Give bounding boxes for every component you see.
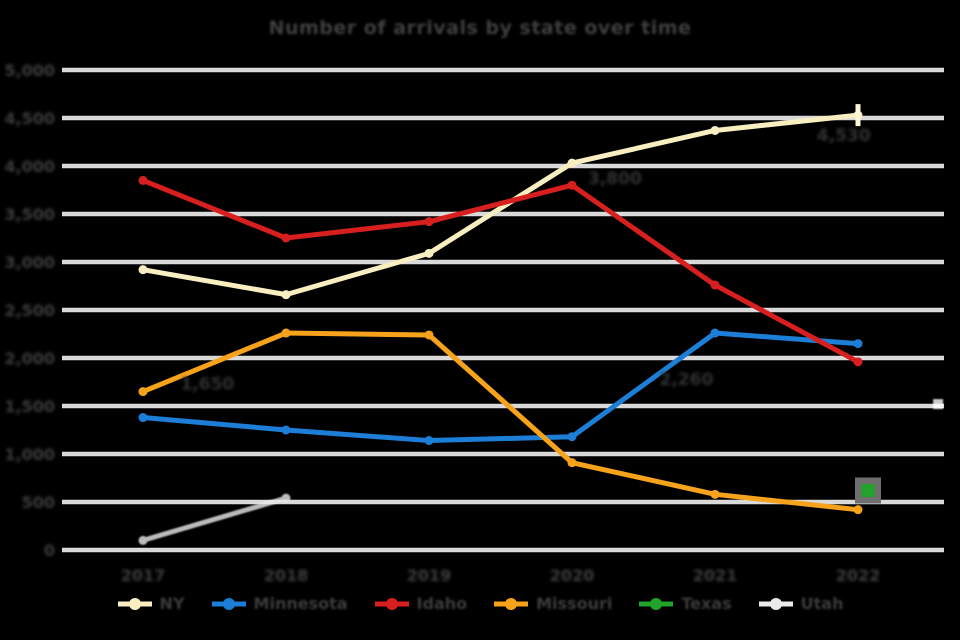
y-tick-label: 2,500 xyxy=(4,301,55,320)
point-marker xyxy=(138,535,148,545)
legend-item-texas[interactable]: Texas xyxy=(638,594,732,613)
legend-item-idaho[interactable]: Idaho xyxy=(374,594,468,613)
legend-label-texas: Texas xyxy=(681,594,732,613)
legend-item-minnesota[interactable]: Minnesota xyxy=(211,594,348,613)
x-tick-label: 2021 xyxy=(693,566,738,585)
annotation-label: 2,260 xyxy=(660,370,714,390)
point-marker xyxy=(281,425,291,435)
point-marker xyxy=(138,387,148,397)
point-marker xyxy=(853,339,863,349)
y-tick-label: 0 xyxy=(44,541,55,560)
point-marker xyxy=(138,265,148,275)
point-marker xyxy=(853,357,863,367)
end-tick-marker xyxy=(855,104,861,127)
x-tick-label: 2018 xyxy=(264,566,309,585)
legend-label-missouri: Missouri xyxy=(536,594,613,613)
chart-legend: NY Minnesota Idaho Missouri Texas Utah xyxy=(0,594,960,613)
series-line-missouri xyxy=(140,330,861,513)
y-tick-label: 1,000 xyxy=(4,445,55,464)
series-line-ny xyxy=(140,112,861,298)
point-marker xyxy=(281,290,291,300)
point-marker xyxy=(138,175,148,185)
chart-title: Number of arrivals by state over time xyxy=(268,17,692,39)
legend-marker-utah xyxy=(758,597,793,610)
legend-marker-idaho xyxy=(374,597,409,610)
series-utah xyxy=(138,399,944,545)
point-marker xyxy=(424,330,434,340)
legend-label-ny: NY xyxy=(159,594,185,613)
x-axis-labels: 2017 2018 2019 2020 2021 2022 xyxy=(121,566,881,585)
legend-label-utah: Utah xyxy=(800,594,844,613)
y-tick-label: 3,500 xyxy=(4,205,55,224)
series-line-utah xyxy=(140,495,289,543)
legend-marker-texas xyxy=(639,597,674,610)
y-tick-label: 3,000 xyxy=(4,253,55,272)
point-marker xyxy=(567,432,577,442)
annotation-label: 4,530 xyxy=(817,126,871,146)
point-marker xyxy=(710,489,720,499)
point-marker xyxy=(861,483,875,497)
series-lines xyxy=(138,104,944,545)
legend-item-utah[interactable]: Utah xyxy=(758,594,844,613)
point-marker xyxy=(281,233,291,243)
point-marker xyxy=(710,328,720,338)
legend-item-ny[interactable]: NY xyxy=(117,594,185,613)
series-idaho xyxy=(138,175,863,367)
point-marker xyxy=(424,248,434,258)
y-tick-label: 4,000 xyxy=(4,157,55,176)
point-marker xyxy=(424,436,434,446)
y-axis-labels: 5,000 4,500 4,000 3,500 3,000 2,500 2,000 1,500… xyxy=(4,61,55,560)
legend-marker-minnesota xyxy=(211,597,246,610)
series-line-minnesota xyxy=(140,330,861,444)
legend-marker-missouri xyxy=(494,597,529,610)
series-ny xyxy=(138,104,863,300)
x-tick-label: 2022 xyxy=(836,566,881,585)
isolated-point-marker xyxy=(933,399,944,410)
legend-label-idaho: Idaho xyxy=(416,594,468,613)
series-line-idaho xyxy=(140,177,861,365)
series-texas xyxy=(855,477,881,504)
point-marker xyxy=(567,180,577,190)
x-tick-label: 2019 xyxy=(407,566,452,585)
y-tick-label: 4,500 xyxy=(4,109,55,128)
series-minnesota xyxy=(138,328,863,446)
point-marker xyxy=(567,458,577,468)
annotations: 1,650 3,800 2,260 4,530 xyxy=(180,126,870,395)
y-tick-label: 2,000 xyxy=(4,349,55,368)
legend-marker-ny xyxy=(117,597,152,610)
point-marker xyxy=(281,493,291,503)
annotation-label: 1,650 xyxy=(180,375,234,395)
point-marker xyxy=(710,280,720,290)
y-tick-label: 500 xyxy=(22,493,55,512)
point-marker xyxy=(710,125,720,135)
point-marker xyxy=(853,505,863,515)
point-marker xyxy=(567,158,577,168)
legend-item-missouri[interactable]: Missouri xyxy=(493,594,612,613)
y-tick-label: 1,500 xyxy=(4,397,55,416)
annotation-label: 3,800 xyxy=(588,169,642,189)
gridlines xyxy=(62,67,944,553)
y-tick-label: 5,000 xyxy=(4,61,55,80)
series-missouri xyxy=(138,328,863,515)
point-marker xyxy=(281,328,291,338)
legend-label-minnesota: Minnesota xyxy=(253,594,348,613)
x-tick-label: 2020 xyxy=(550,566,595,585)
point-marker xyxy=(424,217,434,227)
point-marker xyxy=(138,413,148,423)
x-tick-label: 2017 xyxy=(121,566,166,585)
